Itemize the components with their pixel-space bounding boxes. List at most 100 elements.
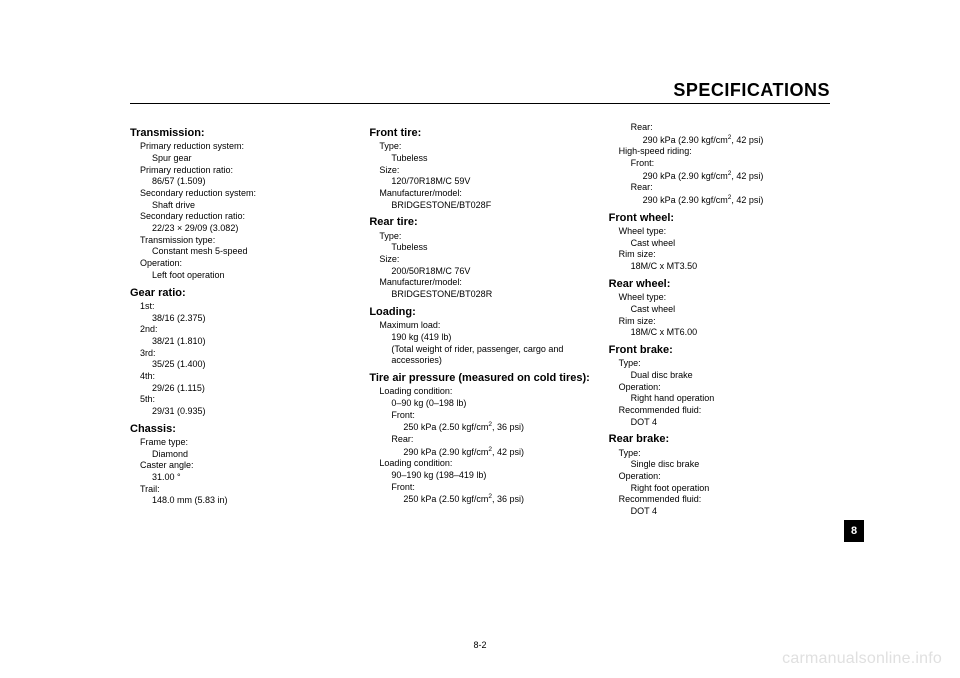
value-pre: 250 kPa (2.50 kgf/cm xyxy=(403,422,488,432)
spec-value: BRIDGESTONE/BT028F xyxy=(391,200,590,212)
value-post: , 42 psi) xyxy=(492,447,524,457)
spec-subvalue: 250 kPa (2.50 kgf/cm2, 36 psi) xyxy=(403,493,590,506)
spec-sublabel: Rear: xyxy=(631,182,830,194)
spec-sublabel: Front: xyxy=(391,410,590,422)
watermark: carmanualsonline.info xyxy=(782,650,942,668)
spec-label: Operation: xyxy=(619,382,830,394)
spec-value: 29/31 (0.935) xyxy=(152,406,351,418)
spec-label: Loading condition: xyxy=(379,386,590,398)
spec-label: Secondary reduction system: xyxy=(140,188,351,200)
value-post: , 36 psi) xyxy=(492,422,524,432)
spec-label: Rim size: xyxy=(619,249,830,261)
spec-value: 18M/C x MT3.50 xyxy=(631,261,830,273)
spec-sublabel: Front: xyxy=(631,158,830,170)
value-pre: 250 kPa (2.50 kgf/cm xyxy=(403,494,488,504)
spec-label: Wheel type: xyxy=(619,226,830,238)
spec-value: 38/16 (2.375) xyxy=(152,313,351,325)
spec-value: 86/57 (1.509) xyxy=(152,176,351,188)
spec-value: 35/25 (1.400) xyxy=(152,359,351,371)
spec-value: Right hand operation xyxy=(631,393,830,405)
spec-value: Right foot operation xyxy=(631,483,830,495)
spec-value: Dual disc brake xyxy=(631,370,830,382)
spec-value: BRIDGESTONE/BT028R xyxy=(391,289,590,301)
spec-label: Type: xyxy=(619,448,830,460)
spec-value: 120/70R18M/C 59V xyxy=(391,176,590,188)
page-header: SPECIFICATIONS xyxy=(130,80,830,104)
spec-value: 90–190 kg (198–419 lb) xyxy=(391,470,590,482)
value-pre: 290 kPa (2.90 kgf/cm xyxy=(643,171,728,181)
spec-label: Primary reduction system: xyxy=(140,141,351,153)
spec-value: 31.00 ° xyxy=(152,472,351,484)
spec-label: Trail: xyxy=(140,484,351,496)
section-title: Chassis: xyxy=(130,422,351,436)
spec-label: 2nd: xyxy=(140,324,351,336)
column-3: Rear: 290 kPa (2.90 kgf/cm2, 42 psi) Hig… xyxy=(609,122,830,518)
column-1: Transmission: Primary reduction system: … xyxy=(130,122,351,518)
section-title: Front brake: xyxy=(609,343,830,357)
content-columns: Transmission: Primary reduction system: … xyxy=(130,122,830,518)
spec-value: 38/21 (1.810) xyxy=(152,336,351,348)
spec-value: Tubeless xyxy=(391,153,590,165)
spec-label: Operation: xyxy=(140,258,351,270)
value-pre: 290 kPa (2.90 kgf/cm xyxy=(643,135,728,145)
page-content: SPECIFICATIONS Transmission: Primary red… xyxy=(130,80,830,518)
spec-value: DOT 4 xyxy=(631,506,830,518)
spec-value: Single disc brake xyxy=(631,459,830,471)
spec-value: 22/23 × 29/09 (3.082) xyxy=(152,223,351,235)
spec-label: 3rd: xyxy=(140,348,351,360)
spec-value: 200/50R18M/C 76V xyxy=(391,266,590,278)
section-title: Tire air pressure (measured on cold tire… xyxy=(369,371,590,385)
spec-subvalue: 290 kPa (2.90 kgf/cm2, 42 psi) xyxy=(403,446,590,459)
section-title: Front wheel: xyxy=(609,211,830,225)
spec-value: Tubeless xyxy=(391,242,590,254)
spec-value: 0–90 kg (0–198 lb) xyxy=(391,398,590,410)
spec-value: Cast wheel xyxy=(631,304,830,316)
spec-label: Transmission type: xyxy=(140,235,351,247)
spec-note: (Total weight of rider, passenger, cargo… xyxy=(391,344,590,367)
section-title: Rear wheel: xyxy=(609,277,830,291)
spec-label: Size: xyxy=(379,254,590,266)
spec-value: DOT 4 xyxy=(631,417,830,429)
spec-value: Diamond xyxy=(152,449,351,461)
spec-value: Shaft drive xyxy=(152,200,351,212)
spec-sublabel: Front: xyxy=(391,482,590,494)
section-title: Gear ratio: xyxy=(130,286,351,300)
value-pre: 290 kPa (2.90 kgf/cm xyxy=(403,447,488,457)
spec-label: Wheel type: xyxy=(619,292,830,304)
spec-subvalue: 290 kPa (2.90 kgf/cm2, 42 psi) xyxy=(643,194,830,207)
spec-label: High-speed riding: xyxy=(619,146,830,158)
spec-subvalue: 290 kPa (2.90 kgf/cm2, 42 psi) xyxy=(643,134,830,147)
column-2: Front tire: Type: Tubeless Size: 120/70R… xyxy=(369,122,590,518)
spec-label: Rim size: xyxy=(619,316,830,328)
spec-label: Secondary reduction ratio: xyxy=(140,211,351,223)
spec-label: Caster angle: xyxy=(140,460,351,472)
value-post: , 42 psi) xyxy=(731,195,763,205)
spec-label: 1st: xyxy=(140,301,351,313)
spec-label: Recommended fluid: xyxy=(619,494,830,506)
spec-label: Recommended fluid: xyxy=(619,405,830,417)
spec-label: Primary reduction ratio: xyxy=(140,165,351,177)
spec-value: Constant mesh 5-speed xyxy=(152,246,351,258)
spec-label: 5th: xyxy=(140,394,351,406)
section-title: Rear brake: xyxy=(609,432,830,446)
spec-label: Type: xyxy=(379,231,590,243)
spec-label: Manufacturer/model: xyxy=(379,277,590,289)
spec-label: Operation: xyxy=(619,471,830,483)
spec-value: Spur gear xyxy=(152,153,351,165)
spec-label: Size: xyxy=(379,165,590,177)
section-title: Front tire: xyxy=(369,126,590,140)
spec-subvalue: 290 kPa (2.90 kgf/cm2, 42 psi) xyxy=(643,170,830,183)
spec-value: 18M/C x MT6.00 xyxy=(631,327,830,339)
spec-label: 4th: xyxy=(140,371,351,383)
spec-sublabel: Rear: xyxy=(631,122,830,134)
spec-label: Frame type: xyxy=(140,437,351,449)
spec-label: Type: xyxy=(379,141,590,153)
spec-value: Left foot operation xyxy=(152,270,351,282)
value-post: , 42 psi) xyxy=(731,135,763,145)
page-tab: 8 xyxy=(844,520,864,542)
value-post: , 36 psi) xyxy=(492,494,524,504)
section-title: Loading: xyxy=(369,305,590,319)
value-pre: 290 kPa (2.90 kgf/cm xyxy=(643,195,728,205)
spec-label: Maximum load: xyxy=(379,320,590,332)
spec-label: Loading condition: xyxy=(379,458,590,470)
